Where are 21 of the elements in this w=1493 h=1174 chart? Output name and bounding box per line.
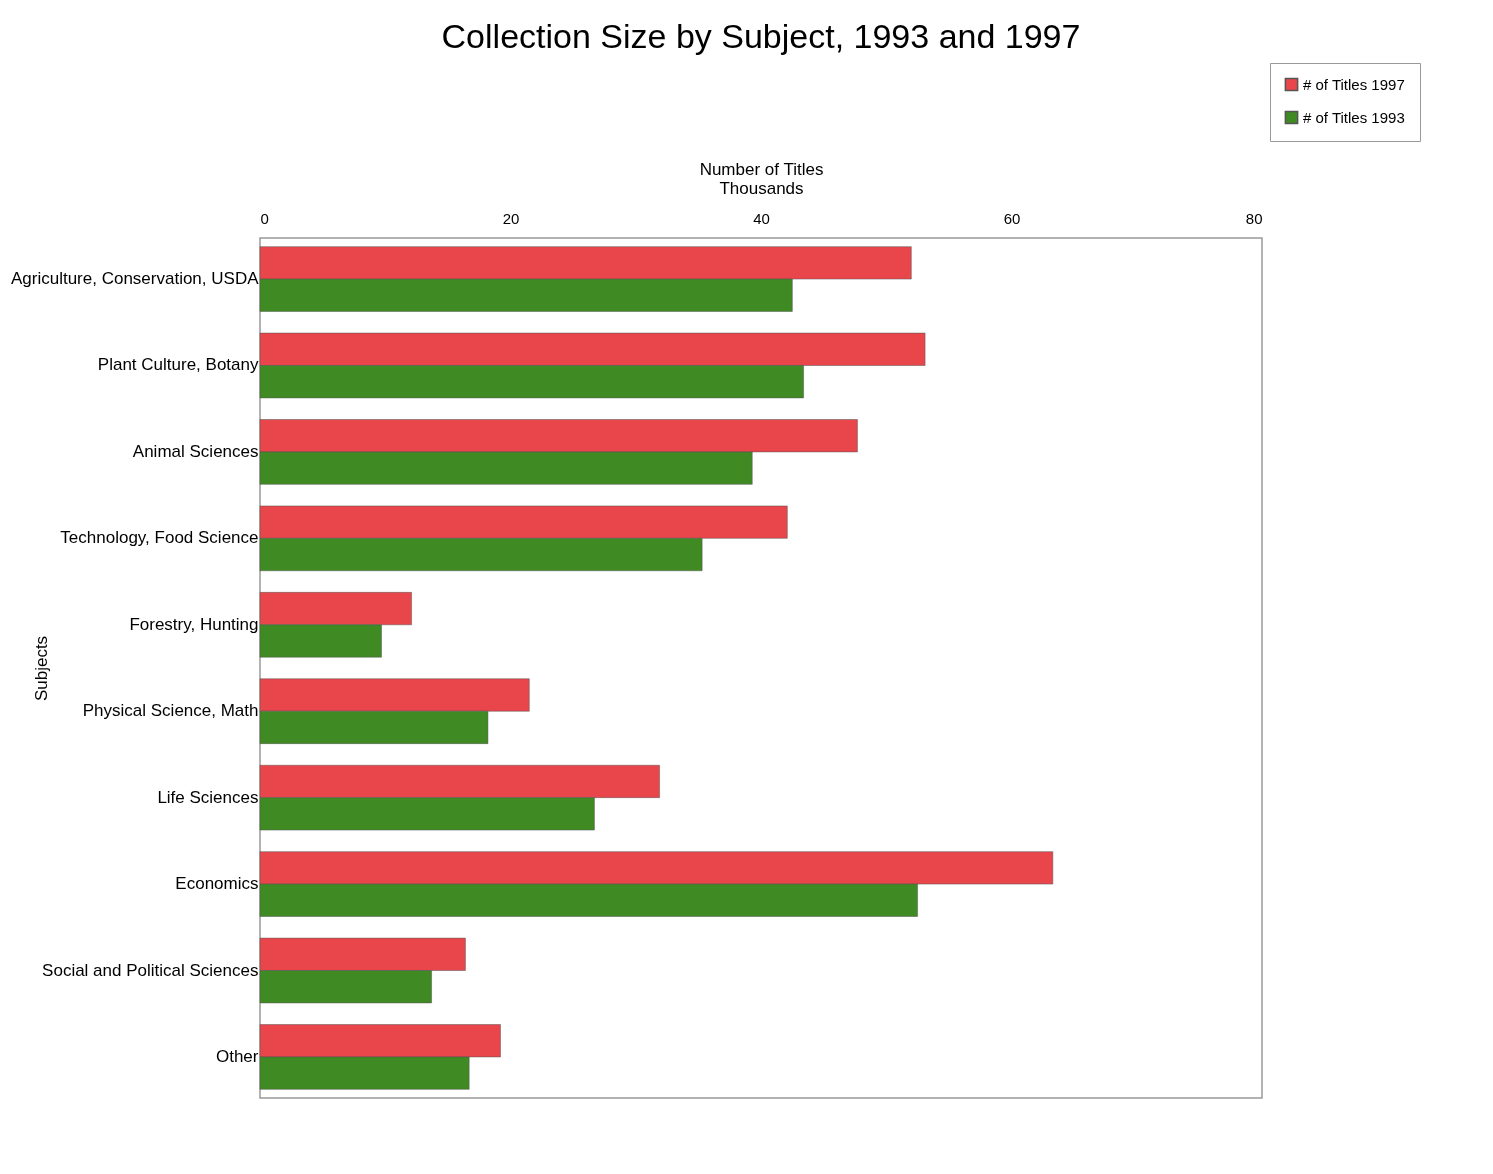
y-tick-label: Economics [175, 874, 259, 894]
legend-label: # of Titles 1997 [1303, 75, 1405, 93]
y-tick-label: Animal Sciences [132, 441, 259, 461]
y-tick-label: Forestry, Hunting [129, 614, 259, 634]
x-tick-label: 0 [260, 209, 269, 227]
text: Thousands [719, 178, 804, 198]
x-tick-label: 80 [1245, 209, 1263, 227]
y-tick-label: Social and Political Sciences [42, 960, 259, 980]
y-tick-label: Plant Culture, Botany [97, 355, 259, 375]
y-tick-label: Life Sciences [157, 787, 259, 807]
x-tick-label: 40 [753, 209, 770, 227]
x-tick-label: 20 [502, 209, 520, 227]
x-tick-label: 60 [1003, 209, 1021, 227]
y-axis-title: Subjects [31, 635, 51, 702]
y-tick-label: Other [215, 1046, 259, 1066]
chart-title: Collection Size by Subject, 1993 and 1997 [441, 16, 1081, 55]
y-tick-label: Agriculture, Conservation, USDA [10, 269, 260, 289]
y-tick-label: Technology, Food Science [60, 528, 259, 548]
x-axis-title: Number of Titles [699, 159, 824, 179]
y-tick-label: Physical Science, Math [82, 701, 259, 721]
legend-label: # of Titles 1993 [1303, 108, 1405, 126]
